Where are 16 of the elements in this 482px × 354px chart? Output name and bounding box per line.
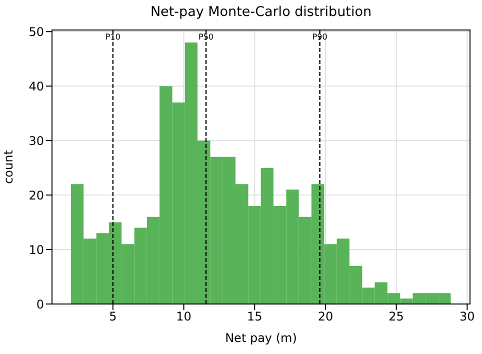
- y-axis-title: count: [1, 150, 16, 184]
- y-tick-label: 10: [28, 242, 44, 257]
- y-tick-label: 30: [28, 134, 44, 148]
- ref-line-label: P90: [312, 32, 328, 42]
- x-tick-label: 15: [246, 310, 262, 324]
- x-tick-label: 5: [109, 310, 117, 324]
- x-tick-label: 20: [318, 310, 334, 324]
- y-tick-label: 20: [28, 188, 44, 202]
- y-tick-label: 40: [28, 79, 44, 94]
- x-tick-label: 30: [460, 310, 475, 324]
- x-tick-label: 25: [388, 310, 404, 324]
- x-tick-label: 10: [176, 310, 192, 324]
- x-axis-title: Net pay (m): [225, 331, 297, 345]
- y-tick-label: 0: [36, 297, 44, 312]
- y-tick-label: 50: [28, 24, 44, 39]
- chart-title: Net-pay Monte-Carlo distribution: [149, 4, 373, 20]
